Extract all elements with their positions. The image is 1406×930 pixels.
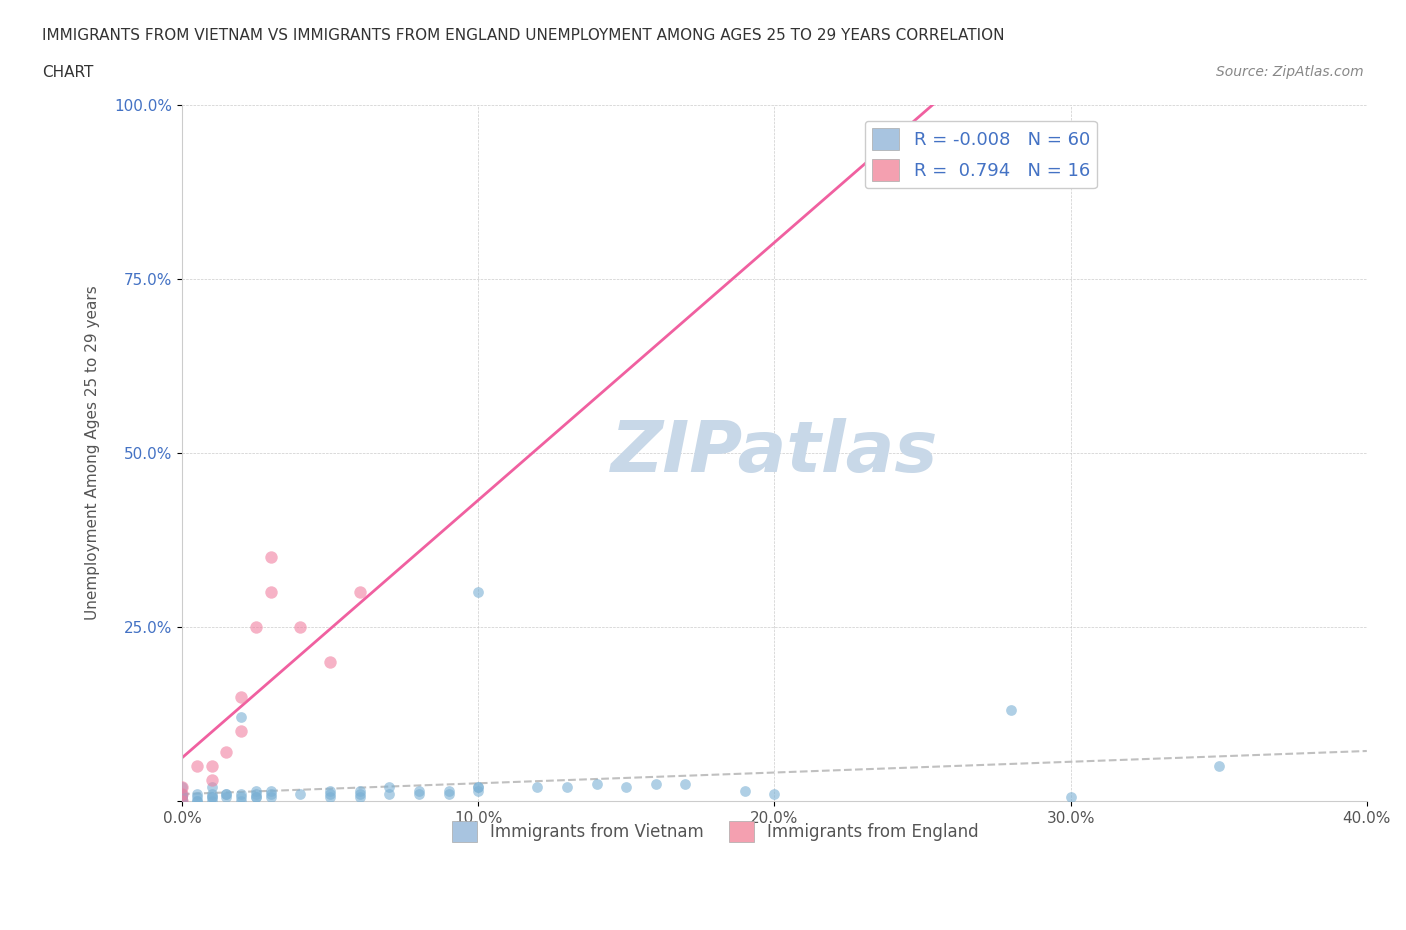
Point — [260, 790, 283, 804]
Point — [763, 787, 786, 802]
Point — [186, 759, 208, 774]
Point — [437, 787, 460, 802]
Point — [200, 759, 222, 774]
Point — [186, 790, 208, 804]
Point — [200, 787, 222, 802]
Point — [467, 585, 489, 600]
Point — [319, 783, 342, 798]
Point — [170, 779, 193, 794]
Point — [245, 783, 267, 798]
Point — [911, 132, 934, 147]
Point — [231, 710, 253, 724]
Point — [200, 790, 222, 804]
Point — [170, 787, 193, 802]
Point — [215, 790, 238, 804]
Point — [319, 787, 342, 802]
Point — [170, 790, 193, 804]
Point — [290, 787, 312, 802]
Point — [186, 793, 208, 808]
Point — [1208, 759, 1230, 774]
Point — [200, 793, 222, 808]
Point — [526, 779, 548, 794]
Point — [349, 790, 371, 804]
Point — [170, 779, 193, 794]
Point — [170, 793, 193, 808]
Point — [215, 787, 238, 802]
Point — [319, 790, 342, 804]
Point — [200, 790, 222, 804]
Text: Source: ZipAtlas.com: Source: ZipAtlas.com — [1216, 65, 1364, 79]
Point — [260, 585, 283, 600]
Point — [231, 724, 253, 738]
Point — [319, 655, 342, 670]
Point — [1000, 703, 1022, 718]
Point — [408, 787, 430, 802]
Point — [349, 783, 371, 798]
Point — [467, 779, 489, 794]
Point — [170, 793, 193, 808]
Point — [378, 787, 401, 802]
Point — [1059, 790, 1081, 804]
Point — [290, 619, 312, 634]
Point — [408, 783, 430, 798]
Point — [245, 790, 267, 804]
Text: CHART: CHART — [42, 65, 94, 80]
Point — [231, 689, 253, 704]
Point — [170, 790, 193, 804]
Point — [467, 779, 489, 794]
Point — [675, 777, 697, 791]
Point — [231, 790, 253, 804]
Point — [349, 585, 371, 600]
Point — [734, 783, 756, 798]
Point — [186, 793, 208, 808]
Point — [260, 783, 283, 798]
Point — [200, 779, 222, 794]
Point — [245, 619, 267, 634]
Point — [260, 550, 283, 565]
Point — [215, 787, 238, 802]
Point — [200, 773, 222, 788]
Point — [170, 793, 193, 808]
Point — [378, 779, 401, 794]
Point — [644, 777, 666, 791]
Point — [170, 787, 193, 802]
Point — [349, 787, 371, 802]
Point — [614, 779, 637, 794]
Point — [170, 790, 193, 804]
Point — [555, 779, 578, 794]
Point — [260, 787, 283, 802]
Point — [170, 793, 193, 808]
Point — [437, 783, 460, 798]
Y-axis label: Unemployment Among Ages 25 to 29 years: Unemployment Among Ages 25 to 29 years — [86, 286, 100, 620]
Point — [170, 787, 193, 802]
Point — [585, 777, 607, 791]
Point — [245, 790, 267, 804]
Text: ZIPatlas: ZIPatlas — [610, 418, 938, 487]
Point — [231, 787, 253, 802]
Point — [186, 787, 208, 802]
Point — [215, 745, 238, 760]
Legend: Immigrants from Vietnam, Immigrants from England: Immigrants from Vietnam, Immigrants from… — [444, 815, 986, 848]
Text: IMMIGRANTS FROM VIETNAM VS IMMIGRANTS FROM ENGLAND UNEMPLOYMENT AMONG AGES 25 TO: IMMIGRANTS FROM VIETNAM VS IMMIGRANTS FR… — [42, 28, 1005, 43]
Point — [245, 787, 267, 802]
Point — [231, 793, 253, 808]
Point — [467, 783, 489, 798]
